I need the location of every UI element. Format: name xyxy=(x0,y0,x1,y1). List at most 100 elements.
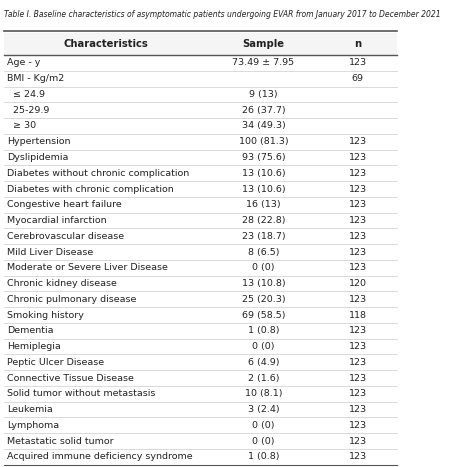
Bar xyxy=(4,354,397,370)
Text: 123: 123 xyxy=(349,405,367,414)
Text: 123: 123 xyxy=(349,184,367,193)
Bar xyxy=(4,402,397,417)
Text: 123: 123 xyxy=(349,153,367,162)
Text: n: n xyxy=(354,39,361,49)
Text: 1 (0.8): 1 (0.8) xyxy=(247,452,279,461)
Text: 118: 118 xyxy=(349,311,367,319)
Text: 123: 123 xyxy=(349,169,367,178)
Text: 0 (0): 0 (0) xyxy=(252,437,274,446)
Text: Diabetes with chronic complication: Diabetes with chronic complication xyxy=(7,184,174,193)
Text: 23 (18.7): 23 (18.7) xyxy=(242,232,285,241)
Bar xyxy=(4,228,397,244)
Text: 3 (2.4): 3 (2.4) xyxy=(247,405,279,414)
Text: 25-29.9: 25-29.9 xyxy=(7,106,50,115)
Text: 2 (1.6): 2 (1.6) xyxy=(247,374,279,382)
Text: BMI - Kg/m2: BMI - Kg/m2 xyxy=(7,74,64,83)
Text: 8 (6.5): 8 (6.5) xyxy=(247,248,279,256)
Text: 26 (37.7): 26 (37.7) xyxy=(242,106,285,115)
Text: Solid tumor without metastasis: Solid tumor without metastasis xyxy=(7,389,155,398)
Text: 13 (10.6): 13 (10.6) xyxy=(242,184,285,193)
Text: 69: 69 xyxy=(352,74,364,83)
Text: Acquired immune deficiency syndrome: Acquired immune deficiency syndrome xyxy=(7,452,193,461)
Text: 123: 123 xyxy=(349,263,367,272)
Text: 123: 123 xyxy=(349,200,367,209)
Text: Characteristics: Characteristics xyxy=(64,39,148,49)
Text: ≥ 30: ≥ 30 xyxy=(7,121,36,130)
Text: 9 (13): 9 (13) xyxy=(249,90,278,99)
Text: Connective Tissue Disease: Connective Tissue Disease xyxy=(7,374,134,382)
Text: 69 (58.5): 69 (58.5) xyxy=(242,311,285,319)
Bar xyxy=(4,417,397,433)
Text: 10 (8.1): 10 (8.1) xyxy=(245,389,282,398)
Text: Sample: Sample xyxy=(242,39,284,49)
Text: Mild Liver Disease: Mild Liver Disease xyxy=(7,248,93,256)
Text: 0 (0): 0 (0) xyxy=(252,421,274,430)
Text: 0 (0): 0 (0) xyxy=(252,342,274,351)
Text: 120: 120 xyxy=(349,279,367,288)
Bar xyxy=(4,55,397,71)
Bar xyxy=(4,149,397,165)
Text: 123: 123 xyxy=(349,232,367,241)
Text: Lymphoma: Lymphoma xyxy=(7,421,59,430)
Bar xyxy=(4,212,397,228)
Text: Peptic Ulcer Disease: Peptic Ulcer Disease xyxy=(7,358,104,367)
Text: 28 (22.8): 28 (22.8) xyxy=(242,216,285,225)
Text: Hemiplegia: Hemiplegia xyxy=(7,342,61,351)
Bar xyxy=(4,339,397,354)
Text: 123: 123 xyxy=(349,389,367,398)
Text: 123: 123 xyxy=(349,248,367,256)
Text: 1 (0.8): 1 (0.8) xyxy=(247,326,279,335)
Bar xyxy=(4,307,397,323)
Text: 0 (0): 0 (0) xyxy=(252,263,274,272)
Text: 34 (49.3): 34 (49.3) xyxy=(242,121,285,130)
Text: Myocardial infarction: Myocardial infarction xyxy=(7,216,107,225)
Bar xyxy=(4,260,397,276)
Bar xyxy=(4,181,397,197)
Text: Diabetes without chronic complication: Diabetes without chronic complication xyxy=(7,169,190,178)
Bar xyxy=(4,134,397,149)
Bar xyxy=(4,433,397,449)
Text: Metastatic solid tumor: Metastatic solid tumor xyxy=(7,437,114,446)
Bar xyxy=(4,102,397,118)
Text: 93 (75.6): 93 (75.6) xyxy=(242,153,285,162)
Text: 123: 123 xyxy=(349,374,367,382)
Text: Dyslipidemia: Dyslipidemia xyxy=(7,153,69,162)
Text: 100 (81.3): 100 (81.3) xyxy=(238,137,288,146)
Bar xyxy=(4,118,397,134)
Bar xyxy=(4,244,397,260)
Text: Chronic kidney disease: Chronic kidney disease xyxy=(7,279,117,288)
Bar xyxy=(4,86,397,102)
Bar xyxy=(4,197,397,212)
Bar xyxy=(4,291,397,307)
Text: Congestive heart failure: Congestive heart failure xyxy=(7,200,122,209)
Text: 123: 123 xyxy=(349,137,367,146)
Text: 123: 123 xyxy=(349,358,367,367)
Bar xyxy=(4,165,397,181)
Text: 123: 123 xyxy=(349,58,367,68)
Text: Table I. Baseline characteristics of asymptomatic patients undergoing EVAR from : Table I. Baseline characteristics of asy… xyxy=(4,10,441,19)
Bar xyxy=(4,386,397,402)
Text: Age - y: Age - y xyxy=(7,58,41,68)
Text: Chronic pulmonary disease: Chronic pulmonary disease xyxy=(7,295,137,304)
Bar xyxy=(4,71,397,86)
Text: Moderate or Severe Liver Disease: Moderate or Severe Liver Disease xyxy=(7,263,168,272)
Bar xyxy=(4,449,397,465)
Text: 16 (13): 16 (13) xyxy=(246,200,281,209)
Text: 123: 123 xyxy=(349,421,367,430)
Text: 13 (10.6): 13 (10.6) xyxy=(242,169,285,178)
Text: 123: 123 xyxy=(349,342,367,351)
Bar xyxy=(4,323,397,339)
Text: 123: 123 xyxy=(349,216,367,225)
Bar xyxy=(4,276,397,291)
Text: Hypertension: Hypertension xyxy=(7,137,71,146)
Text: 123: 123 xyxy=(349,295,367,304)
Text: Leukemia: Leukemia xyxy=(7,405,53,414)
Text: ≤ 24.9: ≤ 24.9 xyxy=(7,90,45,99)
Text: 13 (10.8): 13 (10.8) xyxy=(242,279,285,288)
Bar xyxy=(4,33,397,55)
Text: 123: 123 xyxy=(349,452,367,461)
Text: 73.49 ± 7.95: 73.49 ± 7.95 xyxy=(232,58,294,68)
Text: Cerebrovascular disease: Cerebrovascular disease xyxy=(7,232,124,241)
Text: Dementia: Dementia xyxy=(7,326,54,335)
Text: 25 (20.3): 25 (20.3) xyxy=(242,295,285,304)
